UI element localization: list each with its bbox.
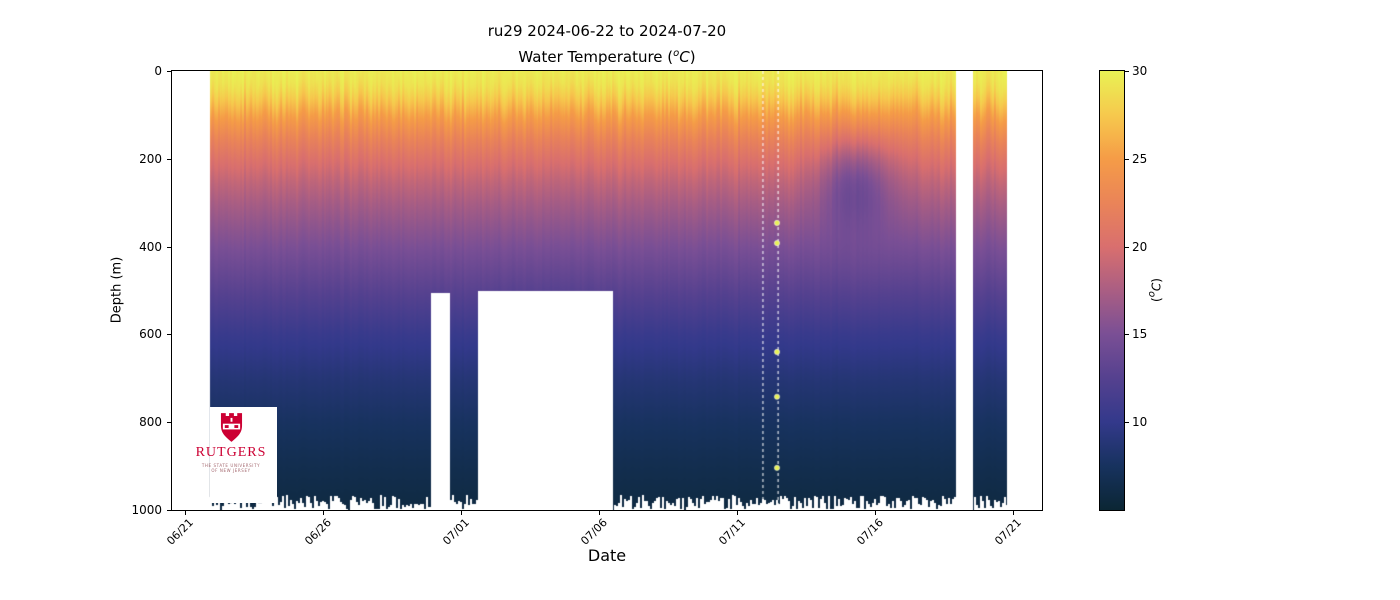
- cbar-unit: C: [1149, 282, 1164, 292]
- figure-subtitle: Water Temperature (oC): [172, 45, 1042, 66]
- x-tick: [185, 511, 186, 515]
- x-tick-label: 07/16: [854, 516, 887, 548]
- y-tick: [167, 247, 171, 248]
- x-tick: [461, 511, 462, 515]
- rutgers-subtext-line1: THE STATE UNIVERSITY: [201, 463, 261, 468]
- rutgers-logo: RUTGERS THE STATE UNIVERSITY OF NEW JERS…: [194, 412, 268, 473]
- subtitle-unit: C: [679, 48, 690, 66]
- rutgers-subtext: THE STATE UNIVERSITY OF NEW JERSEY: [194, 463, 268, 473]
- colorbar-tick: [1125, 247, 1129, 248]
- colorbar-gradient: [1100, 71, 1124, 510]
- y-tick: [167, 334, 171, 335]
- y-tick: [167, 510, 171, 511]
- colorbar-tick-label: 15: [1132, 327, 1148, 341]
- y-tick-label: 600: [139, 327, 162, 341]
- rutgers-shield-icon: [220, 413, 242, 442]
- cbar-paren-close: ): [1149, 278, 1164, 283]
- colorbar-unit-label: (oC): [1147, 278, 1164, 302]
- y-tick-label: 400: [139, 240, 162, 254]
- x-tick: [323, 511, 324, 515]
- x-tick-label: 07/01: [440, 516, 473, 548]
- y-tick: [167, 422, 171, 423]
- y-tick-label: 1000: [131, 503, 162, 517]
- colorbar-tick-label: 30: [1132, 64, 1148, 78]
- x-tick-label: 07/21: [992, 516, 1025, 548]
- colorbar-tick: [1125, 159, 1129, 160]
- heatmap-canvas: [172, 71, 1042, 510]
- colorbar-tick: [1125, 422, 1129, 423]
- rutgers-wordmark: RUTGERS: [195, 445, 267, 460]
- x-tick: [737, 511, 738, 515]
- colorbar-tick: [1125, 334, 1129, 335]
- rutgers-subtext-line2: OF NEW JERSEY: [211, 468, 251, 473]
- x-tick-label: 06/21: [164, 516, 197, 548]
- y-tick-label: 200: [139, 152, 162, 166]
- cbar-sup-o: o: [1146, 291, 1158, 298]
- x-tick-label: 07/06: [578, 516, 611, 548]
- x-tick: [1013, 511, 1014, 515]
- x-axis-label: Date: [587, 546, 627, 565]
- colorbar-tick-label: 10: [1132, 415, 1148, 429]
- colorbar-tick: [1125, 71, 1129, 72]
- y-axis-label: Depth (m): [109, 256, 125, 324]
- x-tick: [875, 511, 876, 515]
- x-tick-label: 07/11: [716, 516, 749, 548]
- y-tick: [167, 159, 171, 160]
- subtitle-text: Water Temperature (: [518, 48, 674, 66]
- x-tick: [599, 511, 600, 515]
- y-tick-label: 800: [139, 415, 162, 429]
- subtitle-sup-o: o: [673, 48, 680, 59]
- cbar-paren-open: (: [1149, 297, 1164, 302]
- subtitle-close: ): [689, 48, 696, 66]
- colorbar: [1099, 70, 1125, 511]
- y-tick: [167, 71, 171, 72]
- colorbar-tick-label: 25: [1132, 152, 1148, 166]
- y-tick-label: 0: [154, 64, 162, 78]
- colorbar-tick-label: 20: [1132, 240, 1148, 254]
- figure-title: ru29 2024-06-22 to 2024-07-20: [487, 22, 727, 40]
- x-tick-label: 06/26: [302, 516, 335, 548]
